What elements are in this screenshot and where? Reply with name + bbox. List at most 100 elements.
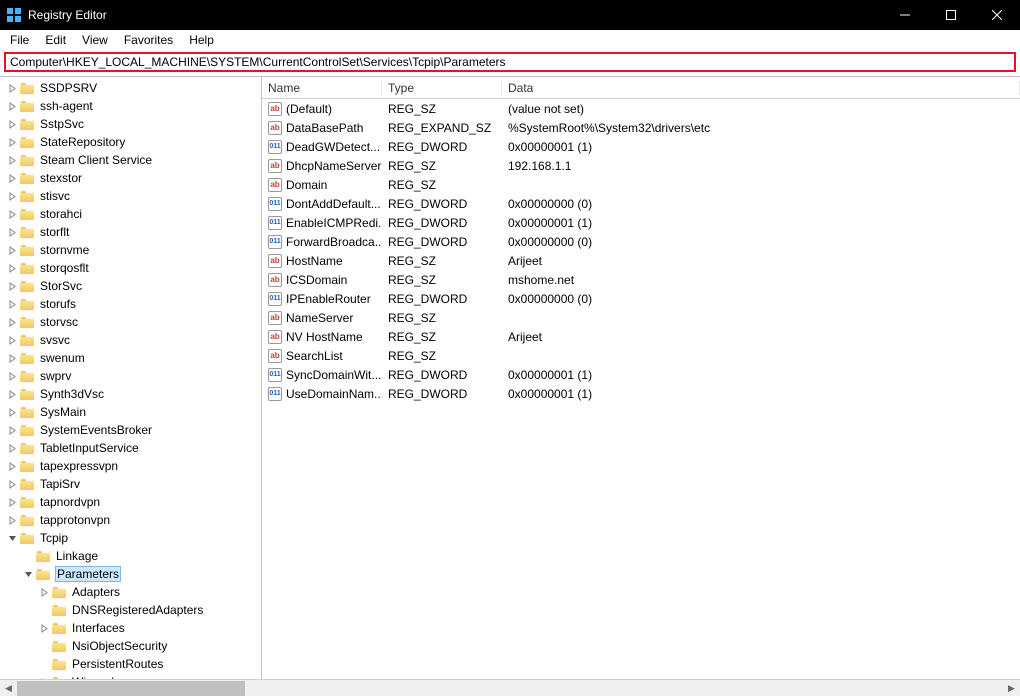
list-row[interactable]: abHostNameREG_SZArijeet [262, 251, 1020, 270]
chevron-right-icon[interactable] [6, 316, 18, 328]
chevron-right-icon[interactable] [6, 496, 18, 508]
chevron-right-icon[interactable] [6, 136, 18, 148]
close-button[interactable] [974, 0, 1020, 30]
scroll-left-button[interactable]: ◀ [0, 680, 17, 697]
chevron-right-icon[interactable] [38, 622, 50, 634]
scroll-right-button[interactable]: ▶ [1003, 680, 1020, 697]
tree-item[interactable]: Steam Client Service [0, 151, 261, 169]
list-row[interactable]: 011ForwardBroadca...REG_DWORD0x00000000 … [262, 232, 1020, 251]
list-row[interactable]: 011DeadGWDetect...REG_DWORD0x00000001 (1… [262, 137, 1020, 156]
list-row[interactable]: 011SyncDomainWit...REG_DWORD0x00000001 (… [262, 365, 1020, 384]
list-row[interactable]: abNV HostNameREG_SZArijeet [262, 327, 1020, 346]
list-body[interactable]: ab(Default)REG_SZ(value not set)abDataBa… [262, 99, 1020, 679]
chevron-right-icon[interactable] [6, 172, 18, 184]
column-header-type[interactable]: Type [382, 81, 502, 95]
list-row[interactable]: abDataBasePathREG_EXPAND_SZ%SystemRoot%\… [262, 118, 1020, 137]
tree-item-label: DNSRegisteredAdapters [72, 603, 203, 617]
chevron-right-icon[interactable] [6, 82, 18, 94]
list-row[interactable]: ab(Default)REG_SZ(value not set) [262, 99, 1020, 118]
string-value-icon: ab [268, 273, 282, 287]
tree-item[interactable]: SysMain [0, 403, 261, 421]
chevron-down-icon[interactable] [22, 568, 34, 580]
list-row[interactable]: abNameServerREG_SZ [262, 308, 1020, 327]
maximize-button[interactable] [928, 0, 974, 30]
chevron-right-icon[interactable] [6, 118, 18, 130]
tree-item[interactable]: storvsc [0, 313, 261, 331]
chevron-right-icon[interactable] [6, 280, 18, 292]
chevron-right-icon[interactable] [6, 442, 18, 454]
chevron-right-icon[interactable] [6, 262, 18, 274]
list-row[interactable]: abICSDomainREG_SZmshome.net [262, 270, 1020, 289]
tree-item[interactable]: NsiObjectSecurity [0, 637, 261, 655]
scroll-thumb[interactable] [17, 681, 245, 696]
tree-item[interactable]: Adapters [0, 583, 261, 601]
tree-item[interactable]: StorSvc [0, 277, 261, 295]
tree-item[interactable]: stornvme [0, 241, 261, 259]
tree-item[interactable]: storqosflt [0, 259, 261, 277]
tree-item[interactable]: TapiSrv [0, 475, 261, 493]
tree-item[interactable]: SystemEventsBroker [0, 421, 261, 439]
column-header-data[interactable]: Data [502, 81, 1020, 95]
menu-help[interactable]: Help [181, 31, 222, 49]
horizontal-scrollbar[interactable]: ◀ ▶ [0, 679, 1020, 696]
minimize-button[interactable] [882, 0, 928, 30]
list-row[interactable]: abSearchListREG_SZ [262, 346, 1020, 365]
tree-item[interactable]: svsvc [0, 331, 261, 349]
tree-item[interactable]: SSDPSRV [0, 79, 261, 97]
tree-item[interactable]: storahci [0, 205, 261, 223]
chevron-right-icon[interactable] [6, 226, 18, 238]
chevron-right-icon[interactable] [6, 388, 18, 400]
tree-item[interactable]: tapprotonvpn [0, 511, 261, 529]
tree-item[interactable]: Synth3dVsc [0, 385, 261, 403]
tree-item[interactable]: DNSRegisteredAdapters [0, 601, 261, 619]
chevron-right-icon[interactable] [6, 352, 18, 364]
chevron-right-icon[interactable] [6, 370, 18, 382]
chevron-right-icon[interactable] [6, 100, 18, 112]
tree-item[interactable]: SstpSvc [0, 115, 261, 133]
tree-pane[interactable]: SSDPSRVssh-agentSstpSvcStateRepositorySt… [0, 77, 262, 679]
tree-item[interactable]: Linkage [0, 547, 261, 565]
menu-favorites[interactable]: Favorites [116, 31, 181, 49]
tree-item[interactable]: tapnordvpn [0, 493, 261, 511]
tree-item[interactable]: Interfaces [0, 619, 261, 637]
chevron-right-icon[interactable] [38, 586, 50, 598]
tree-item[interactable]: PersistentRoutes [0, 655, 261, 673]
chevron-right-icon[interactable] [6, 298, 18, 310]
chevron-right-icon[interactable] [6, 190, 18, 202]
list-row[interactable]: 011EnableICMPRedi...REG_DWORD0x00000001 … [262, 213, 1020, 232]
column-header-name[interactable]: Name [262, 81, 382, 95]
tree-item[interactable]: tapexpressvpn [0, 457, 261, 475]
chevron-right-icon[interactable] [6, 478, 18, 490]
list-row[interactable]: abDhcpNameServerREG_SZ192.168.1.1 [262, 156, 1020, 175]
folder-icon [20, 279, 36, 293]
list-row[interactable]: 011DontAddDefault...REG_DWORD0x00000000 … [262, 194, 1020, 213]
list-row[interactable]: 011IPEnableRouterREG_DWORD0x00000000 (0) [262, 289, 1020, 308]
chevron-right-icon[interactable] [6, 406, 18, 418]
tree-item[interactable]: storufs [0, 295, 261, 313]
chevron-right-icon[interactable] [6, 514, 18, 526]
menu-edit[interactable]: Edit [37, 31, 74, 49]
chevron-right-icon[interactable] [6, 334, 18, 346]
folder-icon [52, 657, 68, 671]
tree-item[interactable]: Tcpip [0, 529, 261, 547]
list-row[interactable]: abDomainREG_SZ [262, 175, 1020, 194]
tree-item[interactable]: storflt [0, 223, 261, 241]
chevron-right-icon[interactable] [6, 208, 18, 220]
chevron-right-icon[interactable] [6, 154, 18, 166]
chevron-right-icon[interactable] [6, 424, 18, 436]
chevron-right-icon[interactable] [6, 244, 18, 256]
address-input[interactable]: Computer\HKEY_LOCAL_MACHINE\SYSTEM\Curre… [4, 52, 1016, 72]
tree-item[interactable]: stexstor [0, 169, 261, 187]
tree-item[interactable]: swenum [0, 349, 261, 367]
tree-item[interactable]: swprv [0, 367, 261, 385]
menu-file[interactable]: File [2, 31, 37, 49]
tree-item[interactable]: stisvc [0, 187, 261, 205]
chevron-right-icon[interactable] [6, 460, 18, 472]
tree-item[interactable]: Parameters [0, 565, 261, 583]
list-row[interactable]: 011UseDomainNam...REG_DWORD0x00000001 (1… [262, 384, 1020, 403]
tree-item[interactable]: StateRepository [0, 133, 261, 151]
menu-view[interactable]: View [74, 31, 116, 49]
tree-item[interactable]: TabletInputService [0, 439, 261, 457]
tree-item[interactable]: ssh-agent [0, 97, 261, 115]
chevron-down-icon[interactable] [6, 532, 18, 544]
